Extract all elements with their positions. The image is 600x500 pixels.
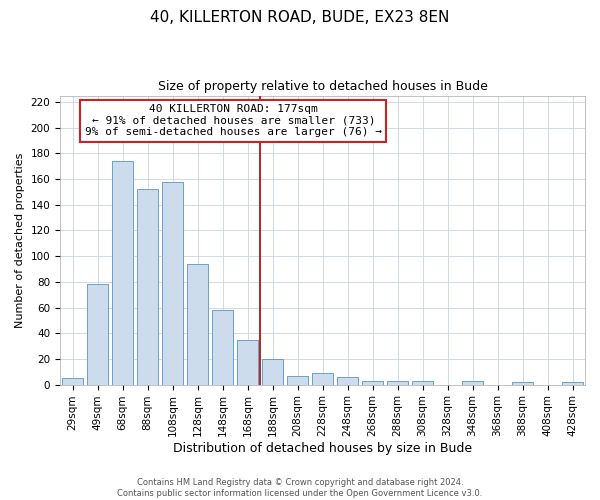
Bar [512, 382, 533, 384]
Y-axis label: Number of detached properties: Number of detached properties [15, 152, 25, 328]
Bar [112, 161, 133, 384]
Bar [412, 380, 433, 384]
X-axis label: Distribution of detached houses by size in Bude: Distribution of detached houses by size … [173, 442, 472, 455]
Bar [137, 190, 158, 384]
Text: Contains HM Land Registry data © Crown copyright and database right 2024.
Contai: Contains HM Land Registry data © Crown c… [118, 478, 482, 498]
Bar [337, 377, 358, 384]
Bar [387, 380, 408, 384]
Bar [462, 380, 483, 384]
Bar [312, 373, 333, 384]
Bar [562, 382, 583, 384]
Bar [287, 376, 308, 384]
Bar [62, 378, 83, 384]
Bar [162, 182, 183, 384]
Title: Size of property relative to detached houses in Bude: Size of property relative to detached ho… [158, 80, 487, 93]
Text: 40 KILLERTON ROAD: 177sqm
← 91% of detached houses are smaller (733)
9% of semi-: 40 KILLERTON ROAD: 177sqm ← 91% of detac… [85, 104, 382, 138]
Bar [362, 380, 383, 384]
Bar [87, 284, 108, 384]
Bar [237, 340, 258, 384]
Bar [262, 359, 283, 384]
Bar [212, 310, 233, 384]
Text: 40, KILLERTON ROAD, BUDE, EX23 8EN: 40, KILLERTON ROAD, BUDE, EX23 8EN [151, 10, 449, 25]
Bar [187, 264, 208, 384]
